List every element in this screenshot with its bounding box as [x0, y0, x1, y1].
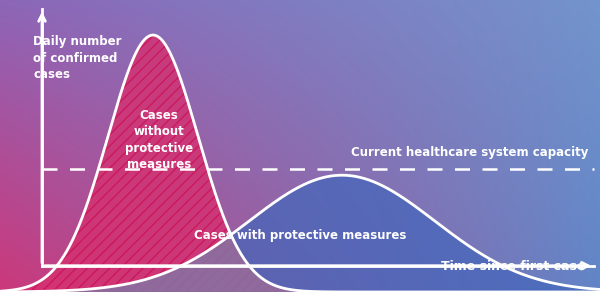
Text: Time since first case: Time since first case	[440, 260, 585, 273]
Text: Daily number
of confirmed
cases: Daily number of confirmed cases	[33, 35, 121, 81]
Text: Cases with protective measures: Cases with protective measures	[194, 229, 406, 241]
Text: Cases
without
protective
measures: Cases without protective measures	[125, 109, 193, 171]
Text: Current healthcare system capacity: Current healthcare system capacity	[351, 146, 589, 159]
